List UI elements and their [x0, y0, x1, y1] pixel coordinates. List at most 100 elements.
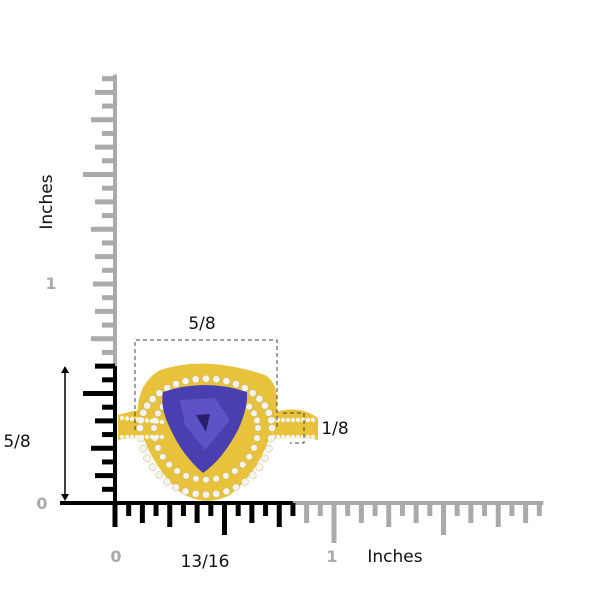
- diamond: [155, 471, 164, 480]
- diamond: [139, 408, 148, 417]
- ruler-tick: [208, 503, 214, 516]
- ring-image: [118, 363, 318, 501]
- ruler-tick: [102, 130, 115, 136]
- diamond: [245, 453, 253, 461]
- ruler-tick: [263, 503, 269, 516]
- diamond: [212, 475, 220, 483]
- diamond: [250, 444, 258, 452]
- height-arrow: [61, 366, 69, 501]
- diamond: [248, 471, 257, 480]
- diamond: [285, 434, 291, 440]
- ruler-tick: [536, 503, 542, 516]
- band-width-dimension: [283, 412, 305, 444]
- ruler-tick: [276, 503, 282, 527]
- diamond: [305, 417, 311, 423]
- diamond: [181, 487, 190, 496]
- diamond: [253, 416, 261, 425]
- diamond: [172, 380, 180, 388]
- ruler-tick: [345, 503, 351, 516]
- ruler-tick: [331, 503, 337, 543]
- ruler-tick: [91, 336, 115, 342]
- diamond: [134, 434, 140, 440]
- ruler-tick: [102, 158, 115, 164]
- diamond: [165, 461, 173, 469]
- ruler-tick: [358, 503, 364, 523]
- diamond: [222, 472, 230, 480]
- ruler-tick: [102, 185, 115, 191]
- diamond: [245, 403, 253, 411]
- diamond: [280, 417, 286, 423]
- ruler-tick: [102, 486, 115, 492]
- ruler-tick: [102, 240, 115, 246]
- diamond: [285, 417, 291, 423]
- ruler-spine-inactive: [113, 74, 117, 367]
- ruler-tick: [83, 391, 115, 396]
- diamond: [148, 395, 157, 403]
- ruler-tick: [95, 254, 115, 260]
- ruler-tick: [372, 503, 378, 516]
- ruler-tick: [468, 503, 474, 523]
- diamond: [192, 475, 200, 483]
- horizontal-axis-label: Inches: [367, 547, 422, 567]
- ruler-tick: [153, 503, 159, 516]
- ruler-tick: [102, 267, 115, 273]
- diamond: [264, 408, 273, 417]
- diamond: [202, 374, 210, 383]
- ruler-tick: [102, 459, 115, 465]
- diamond: [212, 375, 221, 384]
- diamond: [136, 424, 144, 432]
- diamond: [280, 434, 286, 440]
- ruler-tick: [102, 76, 115, 82]
- ruler-tick: [235, 503, 241, 516]
- diamond: [150, 424, 158, 432]
- diamond: [182, 472, 190, 480]
- diamond: [212, 490, 221, 498]
- ruler-tick: [91, 445, 115, 451]
- ruler-tick: [482, 503, 488, 516]
- diamond: [305, 434, 311, 440]
- diamond: [163, 478, 172, 486]
- horizontal-tick-label-0: 0: [110, 547, 121, 566]
- diamond: [232, 380, 240, 388]
- ruler-tick: [304, 503, 310, 523]
- diamond: [260, 401, 269, 410]
- diamond: [270, 434, 276, 440]
- ruler-tick: [102, 432, 115, 438]
- ruler-tick: [102, 349, 115, 355]
- diamond: [159, 419, 165, 425]
- diamond: [231, 467, 239, 475]
- diamond: [275, 434, 281, 440]
- ruler-baseline: [60, 501, 115, 505]
- top-width-dimension: [134, 339, 278, 430]
- diamond: [154, 419, 160, 424]
- diamond: [159, 453, 167, 461]
- ruler-tick: [102, 213, 115, 219]
- ruler-tick: [83, 172, 115, 177]
- ruler-tick: [523, 503, 529, 523]
- diamond: [148, 463, 157, 472]
- diamond: [124, 416, 130, 421]
- diamond: [159, 434, 165, 440]
- diamond: [129, 434, 135, 440]
- ruler-tick: [126, 503, 132, 516]
- diamond: [270, 417, 276, 423]
- ruler-tick: [112, 503, 118, 527]
- diamond: [255, 463, 264, 472]
- ruler-tick: [91, 117, 115, 123]
- diamond: [260, 454, 269, 463]
- horizontal-ruler: [60, 501, 544, 543]
- diamond: [173, 467, 181, 475]
- width-label: 13/16: [181, 552, 230, 572]
- horizontal-tick-label-1: 1: [326, 547, 337, 566]
- ruler-spine-active: [115, 501, 293, 505]
- diamond: [202, 490, 210, 499]
- diamond: [154, 409, 162, 417]
- diamond: [295, 434, 301, 440]
- ruler-tick: [95, 89, 115, 95]
- ruler-tick: [290, 503, 296, 516]
- vertical-ruler: [83, 74, 117, 503]
- diamond: [129, 416, 135, 422]
- diamond: [290, 434, 296, 440]
- top-width-label: 5/8: [188, 314, 215, 334]
- diamond: [143, 454, 152, 463]
